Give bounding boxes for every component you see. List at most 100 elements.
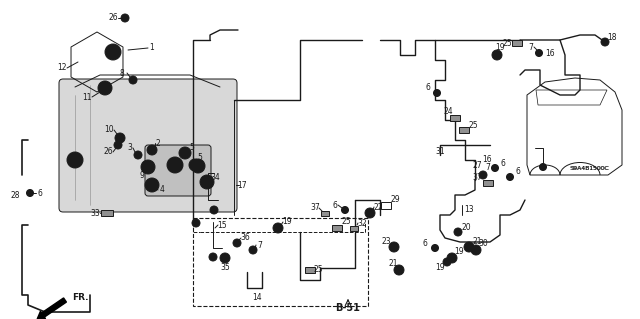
Circle shape [443, 258, 451, 266]
FancyBboxPatch shape [145, 145, 211, 196]
Text: FR.: FR. [72, 293, 88, 302]
Circle shape [394, 265, 404, 275]
Circle shape [454, 228, 462, 236]
Bar [381, 202, 391, 209]
Bar [321, 211, 329, 216]
Text: 36: 36 [240, 234, 250, 242]
Text: 19: 19 [435, 263, 445, 272]
FancyArrow shape [37, 298, 67, 319]
Text: 6: 6 [333, 201, 337, 210]
Circle shape [536, 49, 543, 56]
FancyBboxPatch shape [59, 79, 237, 212]
Text: 37: 37 [472, 174, 482, 182]
Text: 7: 7 [486, 164, 490, 173]
Circle shape [506, 174, 513, 181]
Circle shape [273, 223, 283, 233]
Text: 25: 25 [341, 218, 351, 226]
Text: 19: 19 [454, 248, 464, 256]
Circle shape [70, 155, 80, 165]
Text: 30: 30 [478, 240, 488, 249]
Circle shape [447, 253, 457, 263]
Text: 18: 18 [607, 33, 617, 42]
Text: 21: 21 [472, 236, 482, 246]
Text: 16: 16 [545, 48, 555, 57]
Circle shape [134, 151, 142, 159]
Circle shape [209, 253, 217, 261]
Text: 6: 6 [516, 167, 520, 175]
Bar [332, 225, 342, 231]
Text: S9A4B1500C: S9A4B1500C [570, 166, 610, 170]
Text: 5: 5 [198, 153, 202, 162]
Bar [305, 267, 315, 273]
Circle shape [389, 242, 399, 252]
Circle shape [233, 239, 241, 247]
Circle shape [191, 159, 205, 173]
Text: 19: 19 [282, 218, 292, 226]
Text: 33: 33 [90, 209, 100, 218]
Text: 4: 4 [159, 186, 164, 195]
Circle shape [492, 165, 499, 172]
Circle shape [431, 244, 438, 251]
Circle shape [220, 253, 230, 263]
Text: 26: 26 [103, 147, 113, 157]
Bar [350, 226, 358, 231]
Circle shape [192, 219, 200, 227]
Bar [101, 210, 113, 216]
Circle shape [108, 47, 118, 57]
Text: 3: 3 [127, 144, 132, 152]
Text: 7: 7 [529, 42, 533, 51]
Circle shape [67, 152, 83, 168]
Circle shape [26, 189, 33, 197]
Text: 7: 7 [257, 241, 262, 249]
Text: 12: 12 [57, 63, 67, 72]
Circle shape [540, 164, 547, 170]
Bar [450, 115, 460, 121]
Circle shape [121, 14, 129, 22]
Circle shape [115, 133, 125, 143]
Circle shape [200, 175, 214, 189]
Circle shape [479, 171, 487, 179]
Text: 11: 11 [83, 93, 92, 101]
Text: 5: 5 [189, 143, 195, 152]
Text: 32: 32 [357, 219, 367, 227]
Text: 21: 21 [388, 259, 397, 269]
Text: 20: 20 [461, 222, 471, 232]
Text: 17: 17 [237, 181, 247, 189]
Circle shape [101, 84, 109, 92]
Text: 22: 22 [373, 203, 383, 211]
Bar [459, 127, 469, 133]
Text: 16: 16 [482, 155, 492, 165]
Circle shape [145, 178, 159, 192]
Text: 14: 14 [252, 293, 262, 301]
Circle shape [492, 50, 502, 60]
Text: 8: 8 [120, 69, 124, 78]
Text: 25: 25 [468, 121, 478, 130]
Text: 31: 31 [435, 147, 445, 157]
Text: 34: 34 [210, 173, 220, 182]
Text: 1: 1 [150, 43, 154, 53]
Text: 6: 6 [422, 240, 428, 249]
Circle shape [98, 81, 112, 95]
Circle shape [167, 157, 183, 173]
Circle shape [129, 76, 137, 84]
Text: 28: 28 [10, 190, 20, 199]
Bar [483, 180, 493, 186]
Text: 37: 37 [310, 204, 320, 212]
Circle shape [342, 206, 349, 213]
Text: 25: 25 [502, 39, 512, 48]
Circle shape [249, 246, 257, 254]
Circle shape [141, 160, 155, 174]
Circle shape [171, 161, 179, 169]
Text: 13: 13 [464, 205, 474, 214]
Text: 10: 10 [104, 125, 114, 135]
Circle shape [147, 145, 157, 155]
Circle shape [179, 147, 191, 159]
Text: 24: 24 [443, 108, 453, 116]
Circle shape [464, 242, 474, 252]
Circle shape [189, 159, 201, 171]
Text: 6: 6 [500, 159, 506, 167]
Text: S9A4B1500C: S9A4B1500C [571, 166, 609, 170]
Circle shape [471, 245, 481, 255]
Bar [193, 218, 368, 306]
Text: 35: 35 [220, 263, 230, 271]
